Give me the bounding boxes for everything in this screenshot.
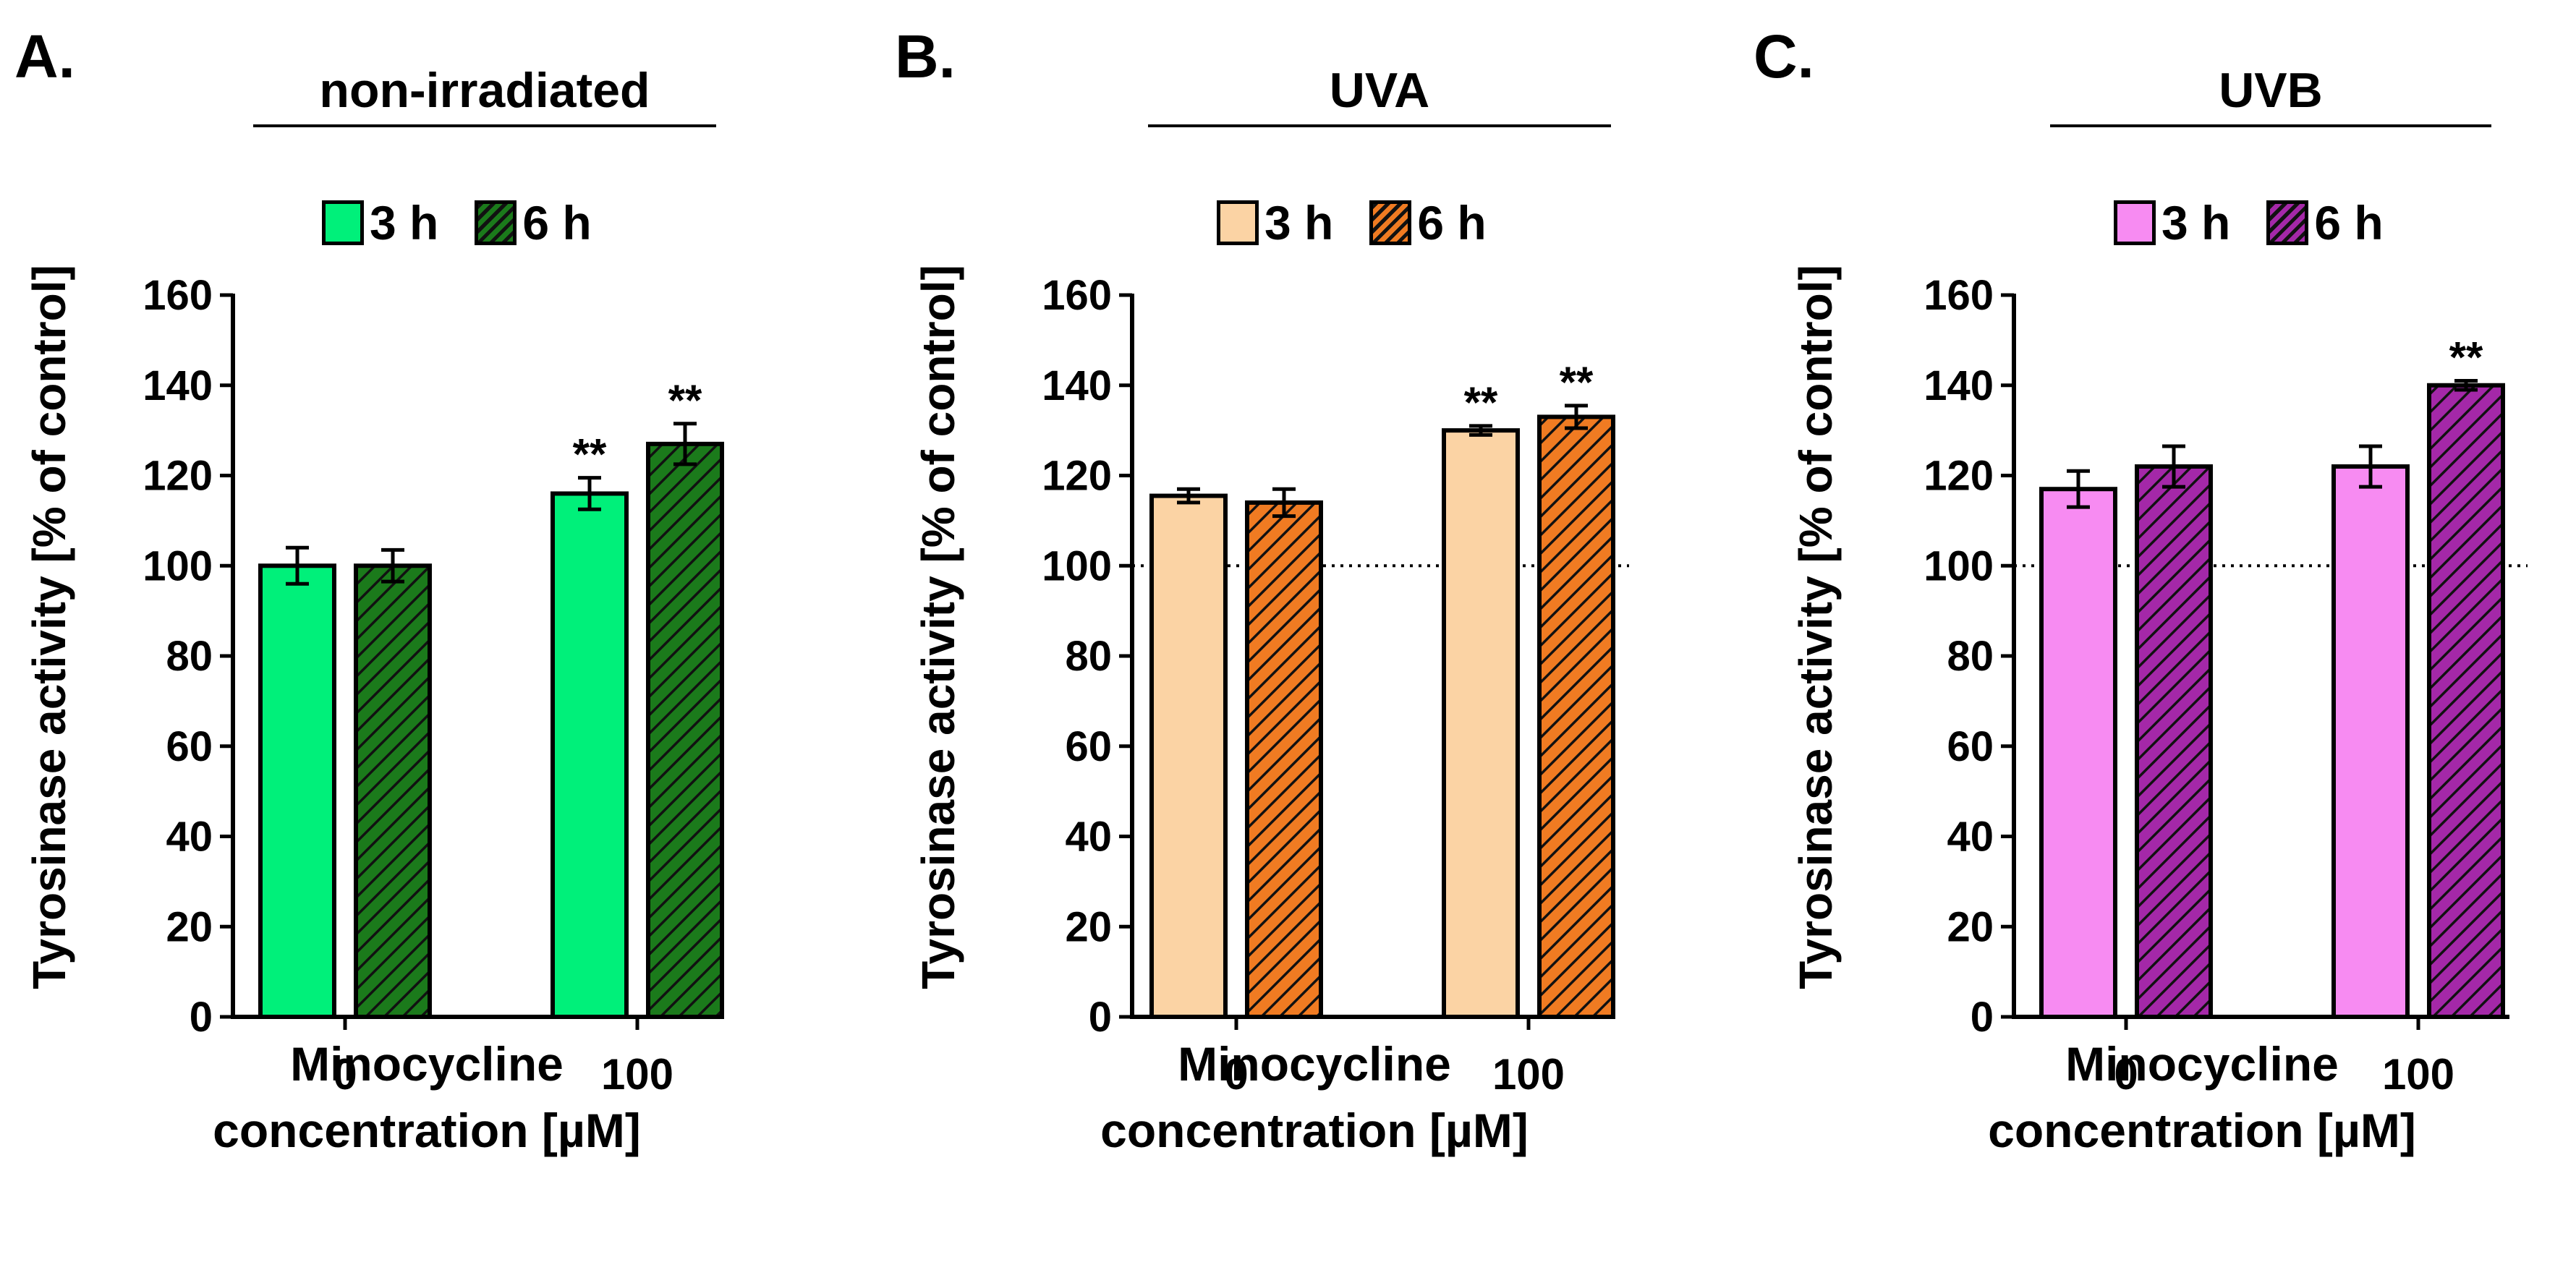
y-tick-label: 60 (1065, 723, 1112, 770)
panel-letter: B. (895, 22, 956, 90)
legend-swatch-6h (2266, 200, 2309, 245)
legend-label-6h: 6 h (1417, 196, 1487, 250)
panel-title: UVB (2219, 63, 2323, 118)
panel-letter: A. (14, 22, 75, 90)
title-rule (1148, 124, 1611, 127)
y-tick-label: 160 (1924, 272, 1994, 319)
significance-label: ** (573, 430, 607, 479)
y-tick-label: 120 (143, 453, 213, 500)
legend-item-6h: 6 h (2266, 195, 2384, 250)
x-axis-label-line1: Minocycline (2065, 1037, 2339, 1091)
y-tick-label: 80 (1065, 633, 1112, 680)
bar (1537, 414, 1615, 1019)
legend-label-3h: 3 h (370, 196, 439, 250)
x-tick-label: 0 (1224, 1050, 1248, 1099)
bar-chart: Tyrosinase activity [% of control] 0 ** ** 1… (23, 265, 724, 1099)
x-axis-label: Minocycline concentration [µM] (1025, 1031, 1604, 1164)
x-tick-label: 0 (333, 1050, 357, 1099)
y-tick-label: 40 (166, 814, 213, 861)
legend: 3 h 6 h (1217, 194, 1487, 252)
legend-label-3h: 3 h (2161, 196, 2231, 250)
x-tick-label: 100 (1492, 1050, 1565, 1099)
panel-b: B. UVA 3 h 6 h Tyrosinase activity [% of… (859, 0, 1717, 1283)
panel-a: A. non-irradiated 3 h 6 h Tyrosinase act… (0, 0, 859, 1283)
x-tick-label: 100 (601, 1050, 673, 1099)
panel-c: C. UVB 3 h 6 h Tyrosinase activity [% of… (1717, 0, 2576, 1283)
legend: 3 h 6 h (2114, 194, 2384, 252)
bar (1245, 500, 1323, 1019)
legend-item-3h: 3 h (2114, 195, 2230, 250)
legend-swatch-6h (1369, 200, 1412, 245)
legend-item-6h: 6 h (1369, 195, 1487, 250)
y-tick-label: 0 (190, 994, 213, 1041)
bar-chart: Tyrosinase activity [% of control] 0 ** ** 1… (912, 265, 1629, 1099)
legend-swatch-3h (2114, 200, 2156, 245)
bar (646, 441, 724, 1019)
y-tick-label: 100 (1042, 542, 1112, 589)
x-axis-label-line1: Minocycline (1178, 1037, 1451, 1091)
panel-letter: C. (1754, 22, 1814, 90)
bar (2135, 464, 2213, 1019)
x-tick-label: 0 (2114, 1050, 2138, 1099)
title-rule (253, 124, 716, 127)
x-axis-label-line2: concentration [µM] (1100, 1104, 1529, 1157)
y-tick-label: 20 (1947, 903, 1994, 950)
bar (2427, 383, 2505, 1019)
y-tick-label: 40 (1065, 814, 1112, 861)
y-tick-label: 120 (1924, 453, 1994, 500)
legend-label-3h: 3 h (1264, 196, 1334, 250)
y-axis-label: Tyrosinase activity [% of control] (1790, 265, 1842, 989)
y-tick-label: 80 (1947, 633, 1994, 680)
y-tick-label: 160 (143, 272, 213, 319)
y-tick-label: 60 (1947, 723, 1994, 770)
significance-label: ** (668, 376, 702, 425)
x-axis-label: Minocycline concentration [µM] (1913, 1031, 2491, 1164)
y-tick-label: 160 (1042, 272, 1112, 319)
title-rule (2050, 124, 2491, 127)
x-axis-label-line2: concentration [µM] (1988, 1104, 2416, 1157)
legend-label-6h: 6 h (2314, 196, 2384, 250)
x-tick-label: 100 (2382, 1050, 2454, 1099)
legend-swatch-3h (1217, 200, 1259, 245)
x-axis-label-line2: concentration [µM] (213, 1104, 641, 1157)
significance-label: ** (2449, 333, 2483, 382)
panel-title: non-irradiated (319, 63, 650, 118)
y-tick-label: 140 (1924, 362, 1994, 409)
y-tick-label: 120 (1042, 453, 1112, 500)
y-tick-label: 0 (1971, 994, 1994, 1041)
bar (258, 563, 336, 1019)
bar (354, 563, 432, 1019)
bar-chart: Tyrosinase activity [% of control] 0 ** 100… (1790, 265, 2528, 1099)
y-tick-label: 140 (1042, 362, 1112, 409)
y-tick-label: 100 (143, 542, 213, 589)
legend-item-3h: 3 h (322, 195, 438, 250)
bar (2331, 464, 2410, 1019)
legend-item-6h: 6 h (475, 195, 592, 250)
x-axis-label: Minocycline concentration [µM] (137, 1031, 716, 1164)
x-axis-label-line1: Minocycline (290, 1037, 564, 1091)
y-tick-label: 100 (1924, 542, 1994, 589)
significance-label: ** (1464, 378, 1498, 427)
y-tick-label: 0 (1089, 994, 1112, 1041)
y-tick-label: 20 (166, 903, 213, 950)
legend-swatch-6h (475, 200, 517, 245)
legend-label-6h: 6 h (522, 196, 592, 250)
legend-item-3h: 3 h (1217, 195, 1333, 250)
bar (551, 491, 629, 1019)
significance-label: ** (1560, 358, 1594, 406)
bar (1149, 493, 1228, 1019)
y-axis-label: Tyrosinase activity [% of control] (912, 265, 964, 989)
y-tick-label: 40 (1947, 814, 1994, 861)
y-tick-label: 80 (166, 633, 213, 680)
legend-swatch-3h (322, 200, 364, 245)
bar (1442, 428, 1520, 1019)
y-tick-label: 60 (166, 723, 213, 770)
bar (2039, 487, 2117, 1019)
y-axis-label: Tyrosinase activity [% of control] (23, 265, 75, 989)
panel-title: UVA (1329, 63, 1430, 118)
y-tick-label: 20 (1065, 903, 1112, 950)
legend: 3 h 6 h (322, 194, 592, 252)
y-tick-label: 140 (143, 362, 213, 409)
